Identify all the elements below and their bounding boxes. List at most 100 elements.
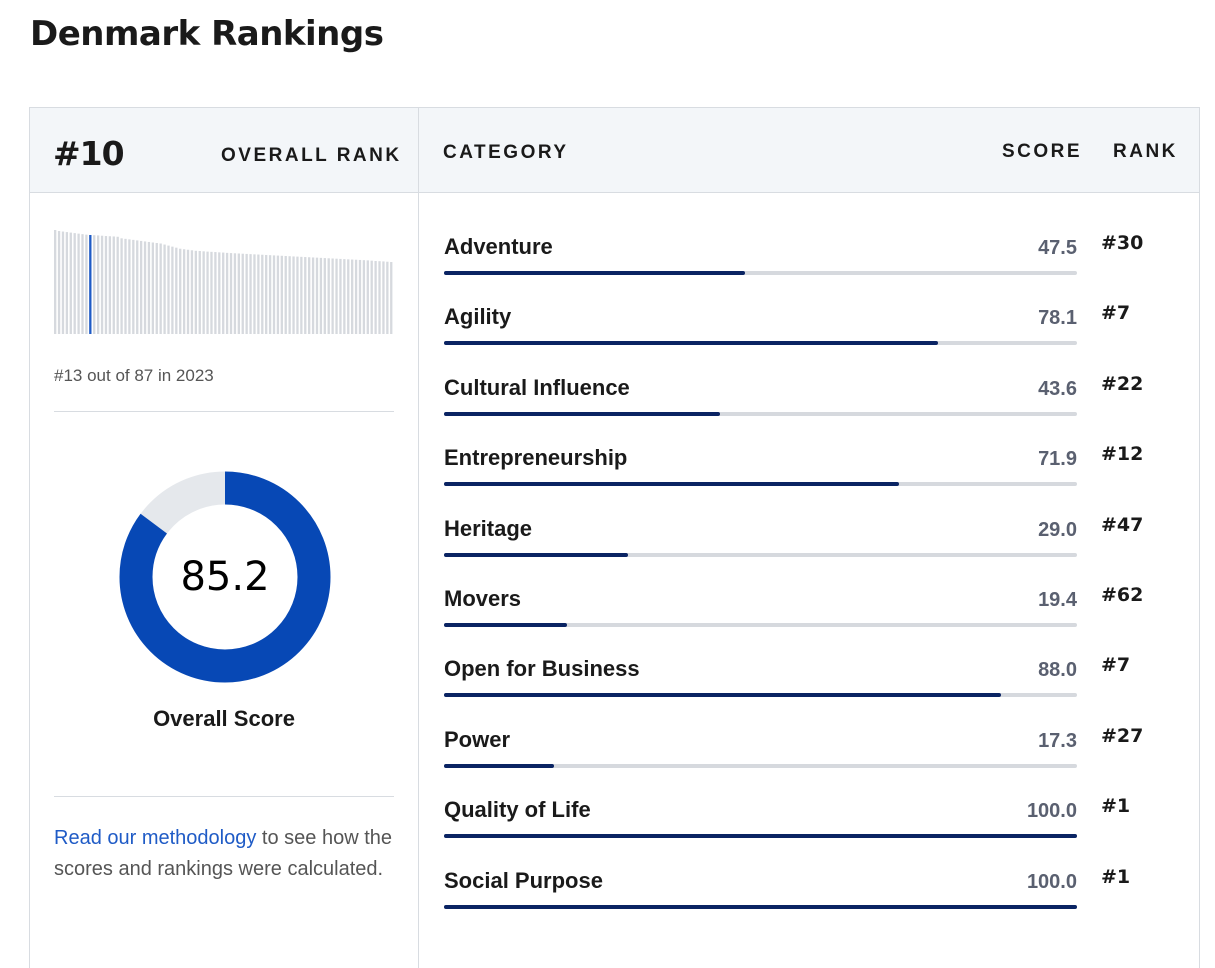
sparkline-bar [65,232,69,334]
sparkline-bar [202,251,205,334]
sparkline-bar [132,239,135,334]
sparkline-bar [268,255,272,334]
overall-rank-label: OVERALL RANK [221,145,402,166]
score-bar-fill [444,552,628,557]
category-score: 29.0 [1038,518,1077,541]
sparkline-bar [85,234,88,334]
score-bar-track [444,904,1077,909]
sparkline-bar [382,261,385,334]
sparkline-bar [351,259,354,334]
category-header: CATEGORY SCORE RANK [419,108,1199,193]
score-bar-fill [444,834,1077,839]
category-rank: #1 [1101,865,1131,888]
sparkline-bar [300,256,303,334]
score-bar-track [444,763,1077,768]
category-rank: #27 [1101,724,1144,747]
overall-panel: #10 OVERALL RANK #13 out of 87 in 2023 8… [30,108,419,968]
overall-header: #10 OVERALL RANK [30,108,418,193]
sparkline-bar [343,259,346,334]
divider [54,411,394,412]
category-score: 100.0 [1026,870,1077,893]
sparkline-bar [292,256,295,334]
score-bar-fill [444,411,720,416]
sparkline-bar [73,233,76,334]
sparkline-bar [61,231,65,334]
sparkline-bar [315,257,319,334]
sparkline-bar [222,252,225,334]
sparkline-bar [261,254,264,334]
methodology-link[interactable]: Read our methodology [54,827,257,849]
score-bar-fill [444,341,939,346]
category-row: Heritage 29.0 #47 [444,514,1189,576]
sparkline-bar [100,235,104,334]
sparkline-bar [136,240,139,334]
sparkline-bar [182,249,186,334]
category-name: Entrepreneurship [444,445,628,471]
sparkline-bar [190,250,194,334]
sparkline-bar [249,254,252,334]
divider [54,796,394,797]
category-name: Open for Business [444,656,640,682]
overall-rank-value: #10 [53,134,125,173]
category-score: 17.3 [1038,729,1077,752]
sparkline-bar [358,259,362,334]
sparkline-bar [370,260,373,334]
sparkline-bar [304,257,307,334]
sparkline-bar [214,252,217,334]
sparkline-bar [54,230,57,334]
category-rank: #30 [1101,232,1144,254]
category-score: 100.0 [1026,800,1077,823]
sparkline-bar [128,239,131,334]
sparkline-bar [319,257,323,334]
score-bar-fill [444,271,745,275]
category-name: Adventure [444,234,553,259]
sparkline-bar [229,253,233,334]
score-bar-fill [444,623,567,627]
sparkline-bar [218,252,221,334]
donut-score-arc [119,471,331,683]
sparkline-bar [339,258,342,334]
category-score: 78.1 [1038,307,1077,330]
sparkline-bar [175,247,178,334]
sparkline-bar [390,262,393,334]
category-score: 88.0 [1038,659,1077,682]
category-rank: #12 [1101,443,1144,466]
sparkline-bar [104,236,108,334]
category-row: Open for Business 88.0 #7 [444,654,1189,716]
score-column-header: SCORE [1002,141,1083,162]
category-rank: #1 [1101,795,1131,818]
category-row: Movers 19.4 #62 [444,584,1189,646]
score-bar-track [444,482,1077,487]
category-name: Agility [444,304,512,330]
sparkline-bar [366,260,369,334]
sparkline-bar [347,259,350,334]
category-panel: CATEGORY SCORE RANK Adventure 47.5 #30 Agil… [419,108,1199,968]
sparkline-bar [331,258,334,334]
sparkline-bar [120,238,123,334]
sparkline-bar [280,255,283,334]
score-bar-fill [444,904,1077,909]
sparkline-bar [159,243,162,334]
sparkline-bar [253,254,256,334]
sparkline-bar [374,260,377,334]
rank-column-header: RANK [1113,141,1178,162]
sparkline-bar [323,258,326,334]
sparkline-bar [147,241,151,334]
category-column-header: CATEGORY [443,142,569,163]
methodology-text: Read our methodology to see how the scor… [54,823,394,885]
sparkline-bar [198,251,201,334]
sparkline-bar [296,256,299,334]
score-bar-track [444,623,1077,627]
sparkline-bar [378,261,381,334]
sparkline-bar [77,233,80,334]
sparkline-bar [93,235,96,334]
sparkline-bar [171,246,174,334]
category-row: Social Purpose 100.0 #1 [444,865,1189,928]
sparkline-bar [81,234,84,334]
category-row: Quality of Life 100.0 #1 [444,795,1189,857]
category-score: 19.4 [1038,589,1077,611]
sparkline-bar [335,258,338,334]
sparkline-bar [139,240,143,334]
sparkline-bar [237,253,240,334]
sparkline-bar [179,248,182,334]
